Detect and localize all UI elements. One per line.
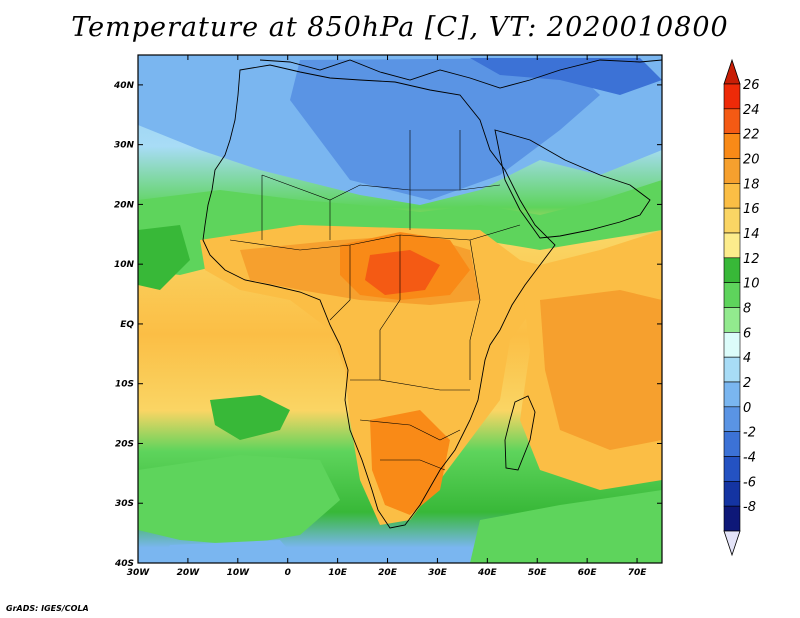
map-frame [137, 54, 663, 564]
colorbar-label: -6 [743, 475, 756, 490]
lon-tick-label: 20E [378, 568, 398, 578]
arabia-coastline [494, 129, 651, 239]
lat-tick-label: 30S [115, 499, 134, 509]
footer-credit: GrADS: IGES/COLA [6, 604, 89, 613]
colorbar-label: 14 [743, 227, 760, 242]
lat-tick-label: 20N [114, 200, 135, 210]
colorbar-swatch [723, 183, 741, 209]
plot-title: Temperature at 850hPa [C], VT: 202001080… [71, 12, 729, 43]
southeast-green-band [470, 490, 662, 563]
lon-tick-label: 20W [177, 568, 201, 578]
colorbar-bottom-arrow [723, 530, 741, 557]
lon-tick-label: 60E [578, 568, 598, 578]
colorbar-swatch [723, 456, 741, 482]
colorbar-label: -8 [743, 500, 756, 515]
lat-tick-label: 30N [114, 141, 135, 151]
colorbar-label: 2 [743, 376, 751, 391]
colorbar-label: 6 [743, 326, 751, 341]
colorbar-swatch [723, 381, 741, 408]
lon-tick-label: 50E [528, 568, 548, 578]
lon-tick-label: 40E [477, 568, 498, 578]
lon-tick-label: 30E [428, 568, 448, 578]
lon-tick-label: 30W [127, 568, 151, 578]
europe-coastline [259, 59, 662, 89]
lon-tick-label: 0 [285, 568, 291, 578]
madagascar-coastline [504, 395, 536, 471]
lon-tick-label: 10E [328, 568, 348, 578]
colorbar-label: -4 [743, 451, 756, 466]
lat-tick-label: EQ [120, 320, 134, 330]
lat-tick-label: 20S [115, 439, 134, 449]
colorbar-label: 22 [743, 128, 760, 143]
colorbar-label: 12 [743, 252, 760, 267]
cold-core-north-2 [470, 58, 662, 95]
lat-tick-label: 40S [114, 559, 134, 569]
colorbar-swatch [723, 232, 741, 259]
longitude-axis: 30W 20W 10W 0 10E 20E 30E 40E 50E 60E 70E [127, 55, 647, 578]
colorbar-swatch [723, 356, 741, 383]
temperature-field-map [138, 55, 662, 563]
warm-south [370, 410, 450, 515]
colorbar-swatch [723, 158, 741, 184]
colorbar-swatch [723, 406, 741, 432]
atlantic-green-patch [210, 395, 290, 440]
colorbar-swatch [723, 431, 741, 457]
colorbar-label: -2 [743, 426, 756, 441]
lon-tick-label: 70E [628, 568, 648, 578]
colorbar-swatch [723, 207, 741, 234]
colorbar-label: 10 [743, 277, 760, 292]
colorbar-label: 18 [743, 177, 760, 192]
latitude-axis: 40N 30N 20N 10N EQ 10S 20S 30S 40S [113, 81, 662, 569]
colorbar-label: 24 [743, 103, 760, 118]
south-green-band [138, 455, 340, 545]
coastlines [202, 59, 662, 529]
lon-tick-label: 10W [227, 568, 251, 578]
colorbar-top-arrow [723, 58, 741, 85]
colorbar-label: 16 [743, 202, 760, 217]
cold-core-north [290, 58, 600, 200]
colorbar-swatch [723, 332, 741, 358]
colorbar-swatch [723, 307, 741, 333]
lat-tick-label: 10N [114, 260, 135, 270]
colorbar-label: 26 [743, 78, 760, 93]
colorbar-swatch [723, 505, 741, 532]
colorbar-swatch [723, 481, 741, 507]
south-cold-patch [160, 540, 300, 563]
colorbar-label: 4 [743, 351, 751, 366]
colorbar-label: 0 [743, 401, 751, 416]
colorbar-swatch [723, 83, 741, 110]
colorbar-swatch [723, 108, 741, 134]
colorbar-swatch [723, 257, 741, 283]
warm-indian-core [540, 290, 662, 450]
colorbar-label: 8 [743, 302, 751, 317]
hottest-core [365, 250, 440, 295]
colorbar-label: 20 [743, 153, 760, 168]
colorbar-swatch [723, 282, 741, 308]
lat-tick-label: 10S [115, 380, 134, 390]
lat-tick-label: 40N [113, 81, 135, 91]
africa-coastline [202, 64, 556, 529]
colorbar-swatch [723, 133, 741, 159]
country-borders [229, 130, 521, 471]
northwest-green-patch [138, 225, 190, 290]
